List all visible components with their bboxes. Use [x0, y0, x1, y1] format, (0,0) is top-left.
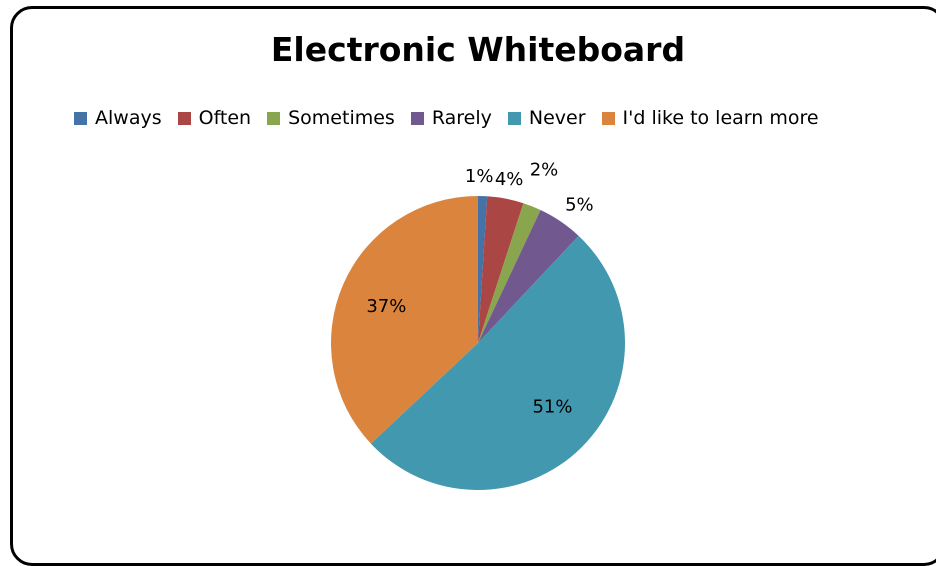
legend-label: Never	[528, 107, 586, 129]
legend-swatch	[74, 111, 87, 125]
pie-chart: 1% 4% 2% 5% 51% 37%	[331, 159, 626, 491]
legend-label: Always	[95, 107, 162, 129]
pie-slice-always	[478, 196, 488, 343]
pie-slice-rarely	[478, 209, 579, 343]
legend-item: Never	[507, 107, 586, 129]
legend-label: I'd like to learn more	[622, 107, 819, 129]
legend-swatch	[601, 111, 615, 125]
legend-swatch	[177, 111, 191, 125]
legend-label: Sometimes	[288, 107, 395, 129]
data-label: 4%	[495, 169, 524, 190]
data-label: 37%	[366, 296, 406, 317]
pie-slice-i-d-like-to-learn-more	[331, 196, 478, 444]
legend-label: Rarely	[431, 107, 492, 129]
legend-label: Often	[198, 107, 252, 129]
pie-slice-often	[478, 196, 524, 343]
legend-item: Rarely	[410, 107, 492, 129]
chart-title: Electronic Whiteboard	[270, 30, 686, 69]
legend-item: I'd like to learn more	[601, 107, 819, 129]
legend-item: Always	[74, 107, 162, 129]
pie-slice-never	[370, 235, 626, 491]
data-label: 5%	[565, 195, 594, 216]
legend-swatch	[410, 111, 424, 125]
legend-swatch	[267, 111, 281, 125]
data-label: 51%	[532, 396, 572, 417]
legend-item: Sometimes	[267, 107, 395, 129]
legend-item: Often	[177, 107, 252, 129]
data-label: 2%	[530, 159, 559, 180]
data-label: 1%	[465, 166, 494, 187]
pie-slice-sometimes	[478, 203, 541, 343]
legend-swatch	[507, 111, 521, 125]
chart-legend: Always Often Sometimes Rarely Never I'd like …	[74, 107, 904, 129]
